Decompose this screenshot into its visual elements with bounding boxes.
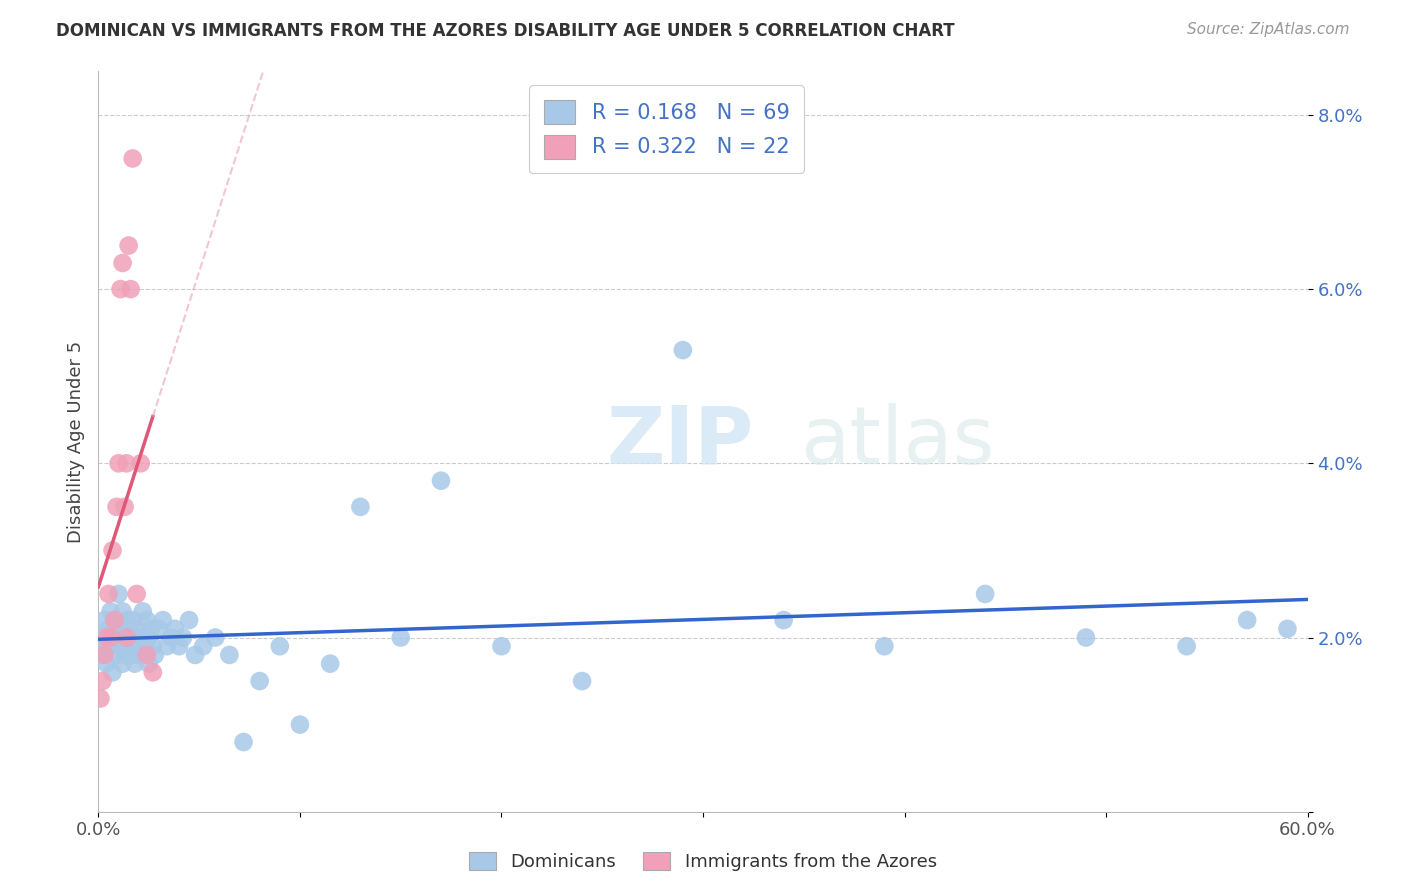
Point: [430, 474, 453, 488]
Point: [139, 622, 162, 636]
Point: [132, 604, 155, 618]
Point: [193, 639, 215, 653]
Point: [232, 735, 254, 749]
Point: [1277, 622, 1299, 636]
Point: [96, 631, 118, 645]
Point: [138, 657, 160, 671]
Point: [93, 648, 115, 662]
Point: [125, 587, 148, 601]
Point: [179, 613, 201, 627]
Point: [125, 622, 148, 636]
Text: DOMINICAN VS IMMIGRANTS FROM THE AZORES DISABILITY AGE UNDER 5 CORRELATION CHART: DOMINICAN VS IMMIGRANTS FROM THE AZORES …: [56, 22, 955, 40]
Point: [218, 648, 240, 662]
Point: [672, 343, 695, 357]
Point: [107, 639, 129, 653]
Point: [118, 622, 141, 636]
Point: [571, 674, 593, 689]
Point: [172, 631, 194, 645]
Point: [1175, 639, 1198, 653]
Point: [105, 648, 128, 662]
Point: [97, 587, 120, 601]
Point: [142, 665, 165, 680]
Point: [103, 613, 125, 627]
Point: [269, 639, 291, 653]
Point: [118, 238, 141, 252]
Point: [111, 657, 134, 671]
Point: [107, 622, 129, 636]
Point: [120, 282, 142, 296]
Point: [121, 152, 143, 166]
Point: [138, 631, 160, 645]
Text: ZIP: ZIP: [606, 402, 754, 481]
Point: [107, 456, 129, 470]
Point: [118, 639, 141, 653]
Point: [103, 631, 125, 645]
Point: [114, 648, 136, 662]
Point: [115, 631, 138, 645]
Point: [160, 631, 183, 645]
Point: [1074, 631, 1097, 645]
Point: [319, 657, 342, 671]
Point: [89, 691, 111, 706]
Point: [204, 631, 226, 645]
Point: [148, 622, 170, 636]
Point: [100, 631, 122, 645]
Point: [121, 613, 143, 627]
Point: [152, 613, 174, 627]
Point: [288, 717, 311, 731]
Point: [93, 613, 115, 627]
Text: atlas: atlas: [800, 402, 994, 481]
Point: [103, 613, 125, 627]
Point: [142, 639, 165, 653]
Point: [184, 648, 207, 662]
Point: [135, 613, 157, 627]
Point: [105, 500, 128, 514]
Point: [100, 604, 122, 618]
Point: [156, 639, 179, 653]
Point: [110, 631, 132, 645]
Point: [114, 500, 136, 514]
Point: [89, 631, 111, 645]
Point: [115, 613, 138, 627]
Legend: Dominicans, Immigrants from the Azores: Dominicans, Immigrants from the Azores: [461, 845, 945, 879]
Point: [389, 631, 412, 645]
Point: [349, 500, 371, 514]
Point: [97, 622, 120, 636]
Point: [101, 665, 124, 680]
Point: [772, 613, 794, 627]
Point: [110, 282, 132, 296]
Point: [120, 648, 142, 662]
Point: [128, 648, 150, 662]
Point: [124, 657, 146, 671]
Point: [96, 657, 118, 671]
Legend: R = 0.168   N = 69, R = 0.322   N = 22: R = 0.168 N = 69, R = 0.322 N = 22: [529, 86, 804, 173]
Point: [873, 639, 896, 653]
Point: [97, 639, 120, 653]
Point: [128, 631, 150, 645]
Point: [111, 604, 134, 618]
Point: [167, 639, 190, 653]
Point: [124, 639, 146, 653]
Point: [129, 631, 152, 645]
Point: [249, 674, 271, 689]
Point: [129, 456, 152, 470]
Point: [163, 622, 186, 636]
Point: [143, 648, 166, 662]
Point: [101, 543, 124, 558]
Point: [120, 631, 142, 645]
Point: [107, 587, 129, 601]
Point: [974, 587, 997, 601]
Y-axis label: Disability Age Under 5: Disability Age Under 5: [66, 341, 84, 542]
Text: Source: ZipAtlas.com: Source: ZipAtlas.com: [1187, 22, 1350, 37]
Point: [91, 648, 114, 662]
Point: [111, 256, 134, 270]
Point: [491, 639, 513, 653]
Point: [135, 648, 157, 662]
Point: [1236, 613, 1258, 627]
Point: [134, 639, 156, 653]
Point: [115, 456, 138, 470]
Point: [114, 622, 136, 636]
Point: [91, 674, 114, 689]
